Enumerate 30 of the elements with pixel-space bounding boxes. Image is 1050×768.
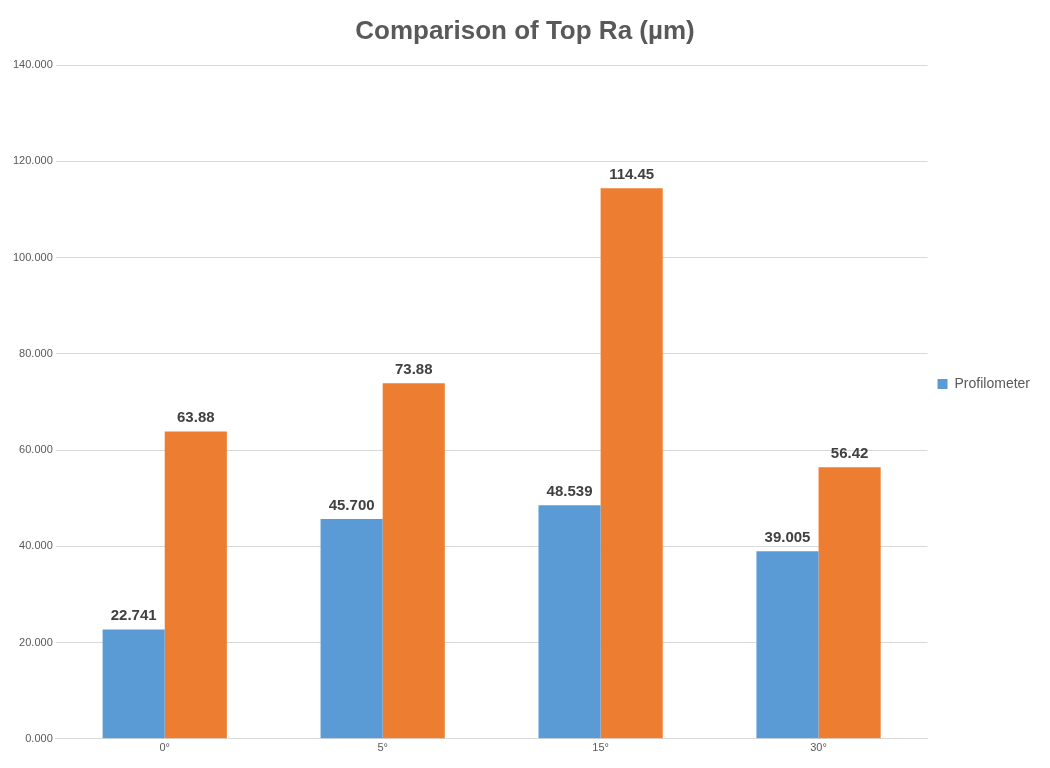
y-tick-label: 40.000 — [19, 539, 53, 552]
data-label: 56.42 — [830, 443, 869, 461]
x-tick-label: 5° — [377, 741, 388, 754]
data-label: 63.88 — [177, 408, 215, 426]
bar — [102, 629, 165, 739]
bar — [382, 383, 445, 739]
y-tick-label: 0.000 — [25, 731, 53, 744]
data-label: 48.539 — [546, 481, 593, 499]
x-tick-label: 0° — [159, 741, 170, 754]
x-tick-label: 15° — [592, 741, 609, 754]
data-label: 73.88 — [394, 359, 433, 377]
y-tick-label: 80.000 — [19, 346, 53, 359]
bar — [756, 551, 819, 739]
bar — [818, 467, 881, 739]
bar — [320, 518, 383, 739]
y-tick-label: 140.000 — [13, 58, 53, 71]
legend-label: Profilometer — [954, 374, 1031, 391]
y-tick-label: 120.000 — [13, 154, 53, 167]
bar — [538, 505, 601, 739]
data-label: 39.005 — [764, 527, 811, 545]
bar — [164, 431, 227, 739]
data-label: 22.741 — [110, 606, 157, 624]
chart-title: Comparison of Top Ra (µm) — [355, 14, 695, 45]
data-label: 45.700 — [328, 495, 375, 513]
bar — [600, 188, 663, 739]
x-tick-label: 30° — [810, 741, 827, 754]
y-tick-label: 20.000 — [19, 635, 53, 648]
y-tick-label: 100.000 — [13, 250, 53, 263]
y-tick-label: 60.000 — [19, 443, 53, 456]
data-label: 114.45 — [609, 164, 655, 182]
